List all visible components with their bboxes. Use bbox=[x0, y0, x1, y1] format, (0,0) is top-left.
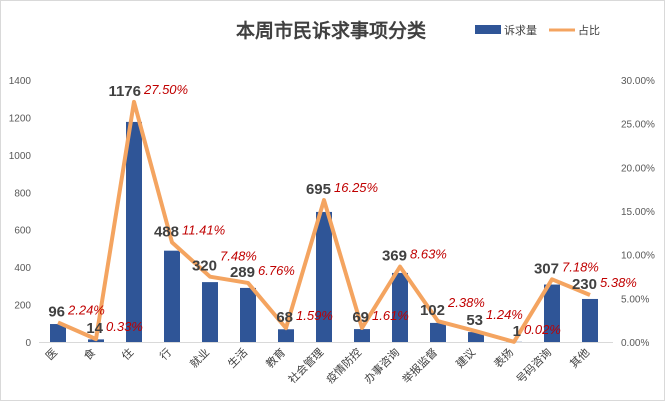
y-tick-label: 1200 bbox=[9, 113, 32, 124]
x-tick-label: 疫情防控 bbox=[323, 345, 364, 386]
bar bbox=[240, 287, 256, 342]
x-tick-label: 住 bbox=[118, 345, 136, 363]
line-value-label: 1.24% bbox=[486, 307, 523, 322]
bar bbox=[278, 329, 294, 342]
x-tick-label: 表扬 bbox=[491, 345, 516, 370]
line-value-label: 27.50% bbox=[143, 82, 188, 97]
y2-tick-label: 15.00% bbox=[621, 207, 655, 218]
bar-value-label: 320 bbox=[192, 258, 217, 275]
x-tick-label: 生活 bbox=[225, 345, 250, 370]
y-tick-label: 1400 bbox=[9, 76, 32, 87]
bar-value-label: 369 bbox=[382, 248, 407, 265]
y-tick-label: 1000 bbox=[9, 151, 32, 162]
line-value-label: 6.76% bbox=[258, 263, 295, 278]
x-tick-label: 其他 bbox=[567, 346, 592, 371]
x-tick-label: 就业 bbox=[187, 345, 212, 370]
y2-tick-label: 20.00% bbox=[621, 163, 655, 174]
y-tick-label: 200 bbox=[14, 301, 31, 312]
bar bbox=[316, 211, 332, 342]
line-value-label: 7.48% bbox=[220, 249, 257, 264]
bar-value-label: 53 bbox=[466, 312, 483, 329]
bar-value-label: 68 bbox=[276, 309, 293, 326]
line-value-label: 2.38% bbox=[447, 295, 485, 310]
chart-title: 本周市民诉求事项分类 bbox=[236, 19, 426, 42]
y-tick-label: 400 bbox=[14, 263, 31, 274]
bar-value-label: 1 bbox=[513, 323, 521, 340]
bar bbox=[354, 329, 370, 342]
bar bbox=[544, 284, 560, 342]
y-tick-label: 0 bbox=[25, 338, 31, 349]
y2-tick-label: 30.00% bbox=[621, 76, 655, 87]
legend-label-line: 占比 bbox=[578, 23, 600, 37]
y2-tick-label: 10.00% bbox=[621, 251, 655, 262]
y-tick-label: 800 bbox=[14, 188, 31, 199]
bar bbox=[582, 298, 598, 342]
x-tick-label: 号码咨询 bbox=[513, 345, 554, 386]
bar bbox=[50, 324, 66, 342]
y2-tick-label: 0.00% bbox=[621, 338, 649, 349]
y2-tick-label: 5.00% bbox=[621, 294, 649, 305]
bar bbox=[430, 322, 446, 342]
x-tick-label: 办事咨询 bbox=[361, 345, 402, 386]
line-value-label: 1.61% bbox=[372, 308, 409, 323]
line-value-label: 16.25% bbox=[334, 180, 378, 195]
bar bbox=[468, 332, 484, 342]
bar-value-label: 102 bbox=[420, 302, 445, 319]
y-tick-label: 600 bbox=[14, 226, 31, 237]
x-tick-label: 举报监督 bbox=[399, 345, 440, 386]
bar bbox=[126, 121, 142, 342]
line-value-label: 0.02% bbox=[524, 322, 561, 337]
x-tick-label: 食 bbox=[80, 345, 98, 363]
bar bbox=[392, 272, 408, 342]
x-tick-label: 教育 bbox=[263, 345, 288, 370]
x-tick-label: 医 bbox=[44, 347, 60, 363]
line-value-label: 8.63% bbox=[410, 247, 447, 262]
x-tick-label: 建议 bbox=[453, 345, 478, 370]
bar bbox=[202, 282, 218, 342]
line-value-label: 2.24% bbox=[67, 302, 105, 317]
bar-value-label: 488 bbox=[154, 223, 179, 240]
x-tick-label: 社会管理 bbox=[285, 345, 326, 386]
bar-value-label: 96 bbox=[48, 303, 65, 320]
bar bbox=[164, 250, 180, 342]
line-value-label: 1.59% bbox=[296, 308, 333, 323]
bar-value-label: 289 bbox=[230, 264, 255, 281]
bar-value-label: 230 bbox=[572, 276, 597, 293]
bar-value-label: 1176 bbox=[108, 83, 141, 100]
bar-value-label: 695 bbox=[306, 181, 331, 198]
line-value-label: 11.41% bbox=[182, 222, 225, 237]
line-value-label: 5.38% bbox=[600, 275, 637, 290]
bar-value-label: 69 bbox=[352, 309, 369, 326]
line-value-label: 0.33% bbox=[106, 319, 143, 334]
y2-tick-label: 25.00% bbox=[621, 120, 655, 131]
line-value-label: 7.18% bbox=[562, 259, 599, 274]
bar-value-label: 307 bbox=[534, 260, 559, 277]
x-tick-label: 行 bbox=[157, 346, 174, 363]
legend-label-bar: 诉求量 bbox=[504, 24, 537, 37]
bar-value-label: 14 bbox=[86, 320, 103, 337]
legend-swatch-bar bbox=[475, 25, 501, 34]
